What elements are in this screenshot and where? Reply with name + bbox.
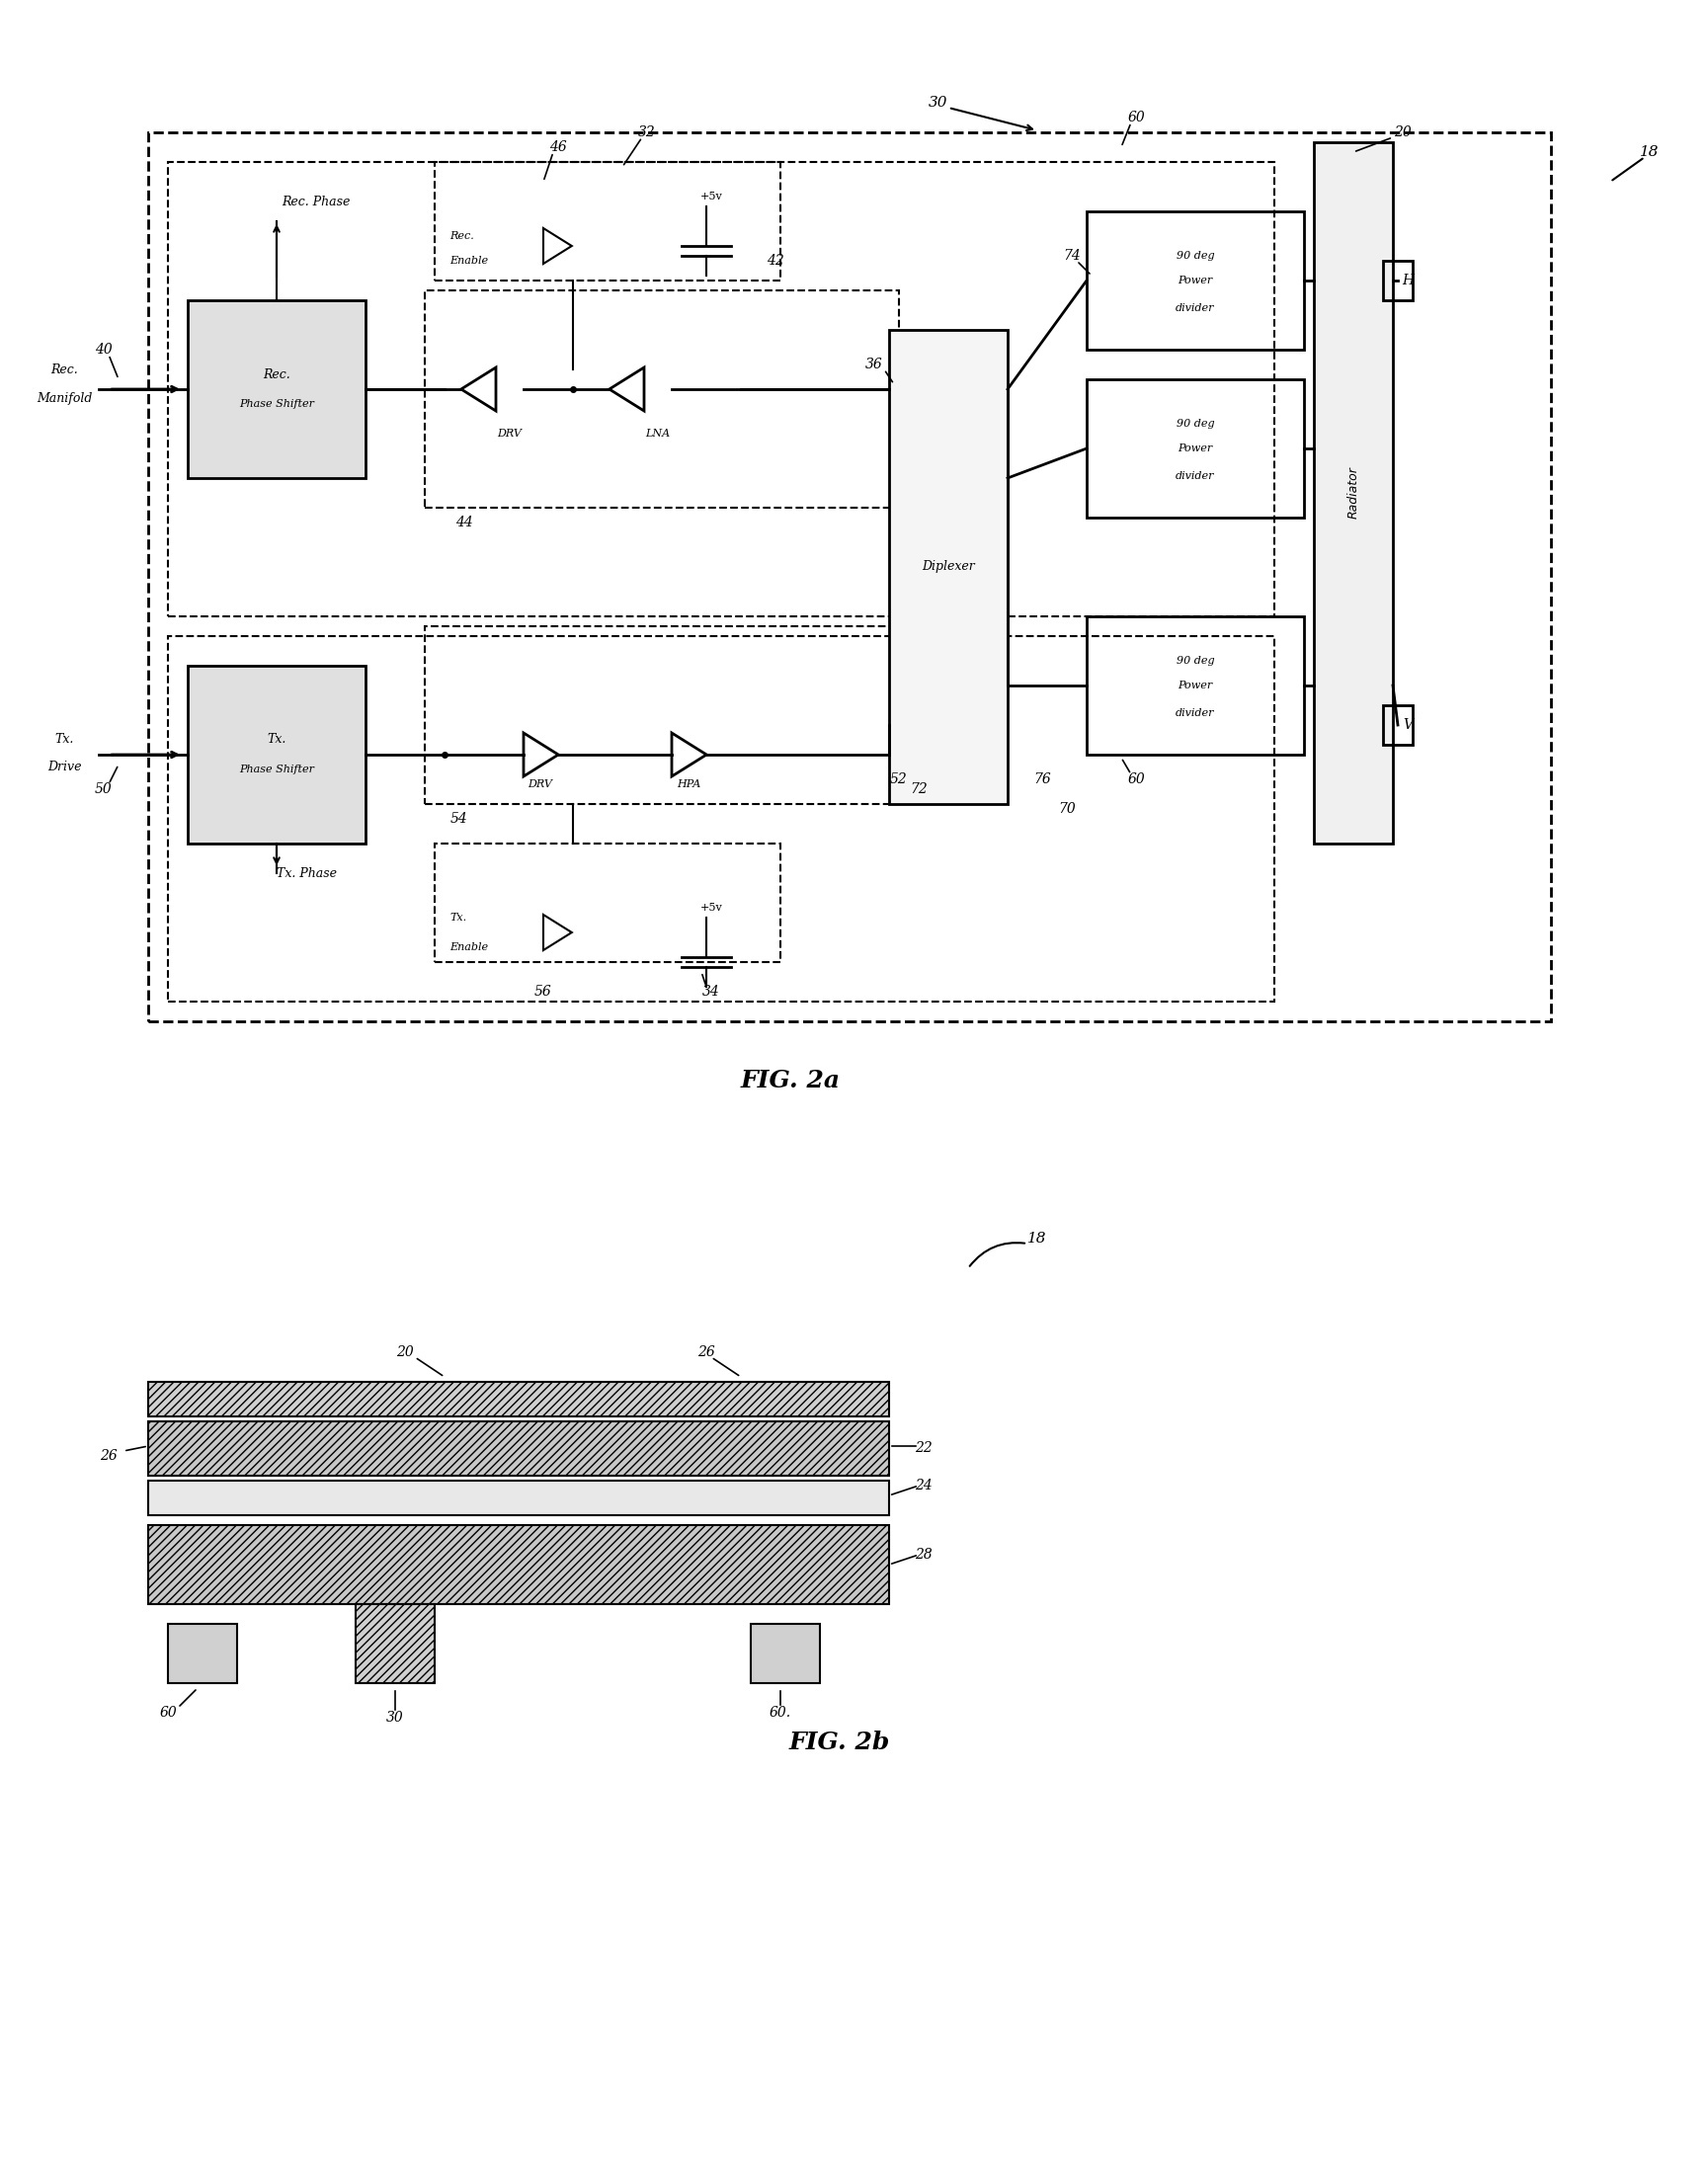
Text: H: H <box>1402 274 1414 287</box>
Text: DRV: DRV <box>497 429 523 438</box>
Text: Phase Shifter: Phase Shifter <box>239 764 314 775</box>
Text: Rec.: Rec. <box>263 368 290 381</box>
Text: divider: divider <box>1175 470 1214 481</box>
Text: 42: 42 <box>767 255 784 268</box>
Text: 44: 44 <box>456 516 473 529</box>
Text: 90 deg: 90 deg <box>1177 418 1214 429</box>
Bar <box>1313 142 1394 842</box>
Text: 72: 72 <box>910 782 927 797</box>
Text: 52: 52 <box>890 773 907 786</box>
Text: 56: 56 <box>535 984 552 999</box>
Bar <box>167 636 1274 1001</box>
Text: +5v: +5v <box>700 192 722 202</box>
Text: 54: 54 <box>451 812 468 825</box>
Text: Diplexer: Diplexer <box>922 559 975 573</box>
Bar <box>890 331 1008 803</box>
Text: +5v: +5v <box>700 903 722 912</box>
Bar <box>434 161 781 281</box>
Text: Power: Power <box>1179 444 1213 453</box>
Text: Rec. Phase: Rec. Phase <box>282 196 350 209</box>
Text: Rec.: Rec. <box>51 364 79 377</box>
Bar <box>1086 211 1303 350</box>
Text: 60: 60 <box>1127 111 1144 124</box>
Bar <box>425 290 898 507</box>
Text: Phase Shifter: Phase Shifter <box>239 398 314 409</box>
Text: Power: Power <box>1179 276 1213 285</box>
Bar <box>425 627 898 803</box>
Text: 26: 26 <box>99 1450 118 1463</box>
Bar <box>149 133 1551 1021</box>
Text: 26: 26 <box>697 1345 716 1358</box>
Text: Tx.: Tx. <box>55 734 73 747</box>
Bar <box>167 161 1274 616</box>
Text: 76: 76 <box>1033 773 1050 786</box>
Bar <box>1383 261 1413 300</box>
Text: divider: divider <box>1175 708 1214 718</box>
Text: Power: Power <box>1179 681 1213 690</box>
Text: 20: 20 <box>396 1345 413 1358</box>
Bar <box>167 1624 237 1683</box>
Text: 28: 28 <box>915 1548 933 1561</box>
Text: Drive: Drive <box>48 760 82 773</box>
Text: Rec.: Rec. <box>449 231 473 242</box>
Text: Enable: Enable <box>449 257 488 266</box>
Text: 22: 22 <box>915 1441 933 1454</box>
Text: 60: 60 <box>159 1707 176 1720</box>
Bar <box>1383 705 1413 745</box>
Text: 90 deg: 90 deg <box>1177 250 1214 261</box>
Text: Tx.: Tx. <box>266 734 287 747</box>
Text: 40: 40 <box>96 342 113 357</box>
Text: Manifold: Manifold <box>36 392 92 405</box>
Bar <box>355 1604 434 1683</box>
Text: 46: 46 <box>550 139 567 155</box>
Bar <box>1086 379 1303 518</box>
Text: 74: 74 <box>1062 248 1081 263</box>
Bar <box>188 300 366 479</box>
Text: V: V <box>1402 718 1413 731</box>
Text: 90 deg: 90 deg <box>1177 655 1214 666</box>
Bar <box>149 1382 890 1417</box>
Text: 34: 34 <box>702 984 721 999</box>
Text: LNA: LNA <box>646 429 670 438</box>
Text: FIG. 2b: FIG. 2b <box>789 1731 890 1755</box>
Text: DRV: DRV <box>528 779 553 790</box>
Text: divider: divider <box>1175 303 1214 313</box>
Bar <box>752 1624 820 1683</box>
Text: Enable: Enable <box>449 943 488 951</box>
Bar <box>149 1480 890 1515</box>
Text: 32: 32 <box>639 126 656 139</box>
Text: Tx.: Tx. <box>449 912 466 923</box>
Text: Radiator: Radiator <box>1348 466 1360 518</box>
Text: 50: 50 <box>96 782 113 797</box>
Text: HPA: HPA <box>676 779 700 790</box>
Text: 20: 20 <box>1394 126 1411 139</box>
Text: 60.: 60. <box>770 1707 791 1720</box>
Text: 30: 30 <box>386 1711 403 1724</box>
Text: 24: 24 <box>915 1478 933 1493</box>
Text: Tx. Phase: Tx. Phase <box>277 866 336 880</box>
Text: 70: 70 <box>1059 801 1076 816</box>
Bar <box>149 1422 890 1476</box>
Text: 18: 18 <box>1640 146 1660 159</box>
Bar <box>434 842 781 962</box>
Text: FIG. 2a: FIG. 2a <box>740 1069 840 1093</box>
Bar <box>188 666 366 842</box>
Text: 30: 30 <box>929 96 948 109</box>
Text: 36: 36 <box>866 357 883 372</box>
Bar <box>149 1526 890 1604</box>
Bar <box>1086 616 1303 755</box>
Text: 60: 60 <box>1127 773 1144 786</box>
Text: 18: 18 <box>1028 1232 1047 1245</box>
